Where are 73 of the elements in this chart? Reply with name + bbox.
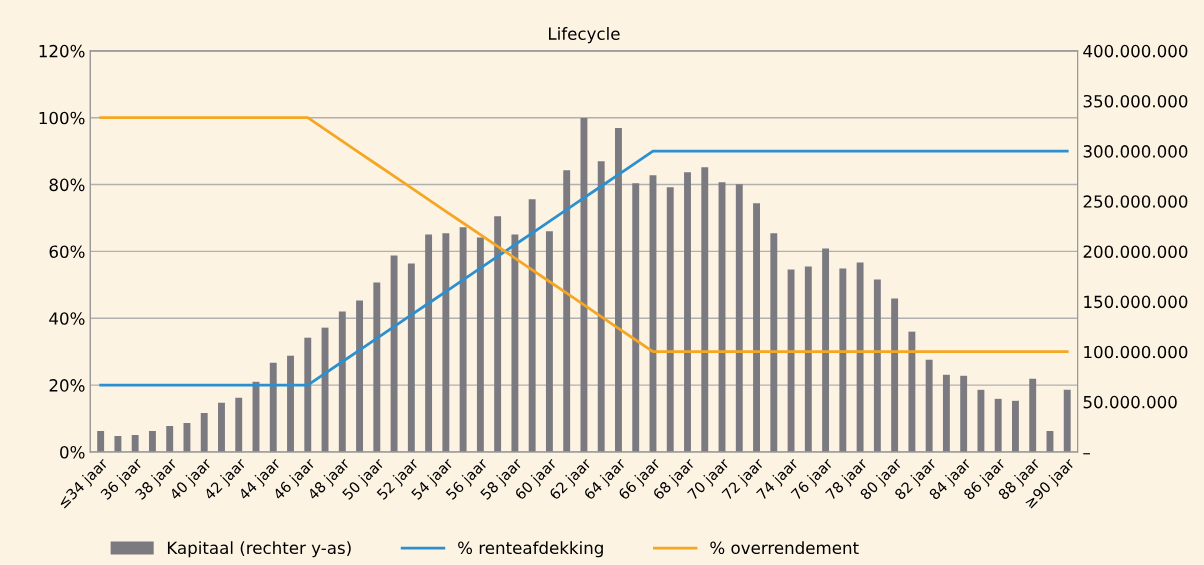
bar [1029, 378, 1037, 452]
bar [615, 128, 622, 452]
bar [960, 375, 968, 452]
bar [856, 262, 864, 452]
bar [425, 234, 433, 452]
bar [442, 233, 450, 452]
bar [131, 434, 139, 452]
y-tick-label: 120% [39, 44, 85, 58]
bar [804, 266, 812, 452]
y2-tick-label: 300.000.000 [1083, 145, 1188, 158]
bar [373, 282, 381, 452]
bar [580, 118, 588, 452]
bar [338, 311, 346, 452]
y2-tick-label: 150.000.000 [1084, 295, 1188, 309]
line-series [99, 149, 1069, 387]
bar [545, 231, 553, 452]
bar [908, 331, 916, 452]
bar [269, 362, 277, 452]
y-tick-label: 40% [49, 312, 85, 325]
bar [632, 183, 640, 452]
y-tick-label: 20% [49, 379, 85, 392]
bar [218, 402, 225, 452]
y2-tick-label: 100.000.000 [1084, 345, 1188, 359]
legend-label: Kapitaal (rechter y-as) [167, 541, 351, 558]
y2-tick-label: 50.000.000 [1083, 395, 1177, 409]
bar [873, 279, 881, 452]
bar [563, 170, 571, 452]
bar [1063, 389, 1071, 452]
bar [839, 268, 847, 452]
bar [684, 172, 691, 452]
bar [528, 199, 536, 452]
bar [1011, 400, 1019, 452]
bar [407, 263, 415, 452]
bar [494, 216, 502, 452]
bar [304, 337, 312, 452]
bar [942, 374, 950, 452]
bar [994, 398, 1002, 452]
bar [356, 300, 364, 452]
bar [235, 397, 243, 452]
y-tick-label: 80% [49, 178, 85, 192]
chart-title: Lifecycle [549, 27, 620, 44]
bar [287, 355, 294, 452]
y2-tick-label: 200.000.000 [1083, 245, 1188, 258]
bar [770, 233, 778, 452]
bar [787, 269, 795, 452]
y-tick-label: 100% [39, 111, 85, 125]
y-tick-label: 60% [49, 245, 85, 258]
bar [891, 298, 899, 452]
y2-tick-label: 400.000.000 [1083, 44, 1188, 58]
bar [114, 435, 122, 452]
bar [753, 203, 760, 452]
y-tick-label: 0% [60, 445, 85, 459]
bar [459, 227, 467, 452]
legend-label: % overrendement [710, 541, 859, 555]
legend-label: % renteafdekking [458, 541, 603, 558]
bar [977, 389, 985, 452]
bar [200, 412, 208, 452]
bar [597, 161, 605, 452]
bar [735, 184, 743, 452]
bar [666, 187, 674, 452]
bar [390, 255, 398, 452]
y2-tick-label: – [1083, 453, 1090, 455]
bar [701, 167, 709, 452]
y2-tick-label: 350.000.000 [1083, 94, 1188, 108]
bar [511, 234, 519, 452]
bar [822, 248, 830, 452]
line-series [99, 116, 1069, 354]
bar [476, 237, 484, 452]
y2-tick-label: 250.000.000 [1083, 195, 1188, 208]
bar [148, 430, 156, 452]
bar [925, 359, 933, 452]
bar [166, 425, 174, 452]
bar [97, 430, 105, 452]
